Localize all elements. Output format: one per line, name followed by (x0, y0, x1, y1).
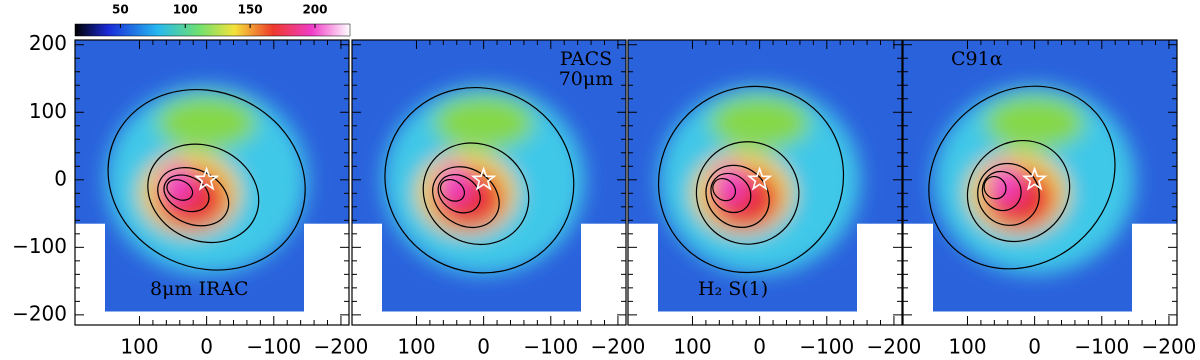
star-marker (746, 166, 773, 191)
blank-area (581, 223, 626, 325)
x-tick-label: 0 (200, 335, 213, 359)
colorbar-tick-label: 100 (173, 3, 198, 17)
map-emission (105, 85, 308, 275)
x-tick-label: −100 (1074, 335, 1129, 359)
contour (983, 175, 1007, 200)
contour (147, 143, 260, 244)
y-tick-label: 0 (54, 166, 67, 190)
emission-blob (160, 162, 193, 204)
emission-blob (713, 162, 746, 204)
contour (437, 174, 481, 214)
x-tick-label: 100 (120, 335, 158, 359)
blank-area (304, 223, 349, 325)
contour (966, 139, 1071, 243)
blank-area (352, 311, 626, 325)
panel-label: 70μm (559, 68, 614, 90)
emission-blob (709, 95, 810, 150)
panel-label: H₂ S(1) (698, 278, 768, 300)
contour (107, 88, 306, 271)
x-tick-label: −100 (246, 335, 301, 359)
panel-frame (351, 39, 627, 326)
contour (928, 85, 1116, 270)
contour (166, 179, 194, 201)
map-emission (382, 85, 585, 275)
star-marker (1021, 166, 1048, 191)
x-tick-label: 100 (673, 335, 711, 359)
contour (712, 177, 737, 202)
blank-area (857, 223, 902, 325)
panel-label: PACS (560, 48, 612, 70)
x-tick-label: −200 (590, 335, 645, 359)
x-tick-label: 0 (477, 335, 490, 359)
contour (705, 164, 770, 228)
x-tick-label: 0 (1028, 335, 1041, 359)
map-image (903, 40, 1177, 325)
colorbar-tick-label: 50 (112, 3, 129, 17)
colorbar (74, 23, 351, 37)
contour (422, 142, 530, 246)
map-image (352, 40, 626, 325)
emission-blob (156, 95, 257, 150)
contour (439, 178, 466, 202)
blank-area (1132, 223, 1177, 325)
emission-blob (433, 95, 534, 150)
y-tick-label: 200 (29, 31, 67, 55)
contour (695, 141, 800, 245)
contour (163, 174, 210, 213)
x-tick-label: −100 (523, 335, 578, 359)
colorbar-tick-label: 200 (302, 3, 327, 17)
blank-area (628, 311, 902, 325)
panel: 100 0 −100 −200 200 100 0 −100 −200 8μm IRAC (12, 31, 368, 358)
blank-area (75, 311, 349, 325)
contour (657, 85, 845, 274)
map-image (75, 40, 349, 325)
panel-frame (627, 39, 903, 326)
emission-blob (437, 162, 470, 204)
x-tick-label: −200 (313, 335, 368, 359)
panel: 100 0 −100 −200 C91α (902, 39, 1196, 359)
contour (977, 162, 1040, 226)
x-tick-label: −200 (866, 335, 921, 359)
emission-blob (984, 95, 1085, 150)
panel-frame (74, 39, 350, 326)
x-tick-label: 0 (753, 335, 766, 359)
x-tick-label: 100 (397, 335, 435, 359)
contour (710, 172, 752, 214)
x-tick-label: −100 (799, 335, 854, 359)
panel-label: C91α (951, 48, 1003, 70)
y-tick-label: 100 (29, 99, 67, 123)
panel-label: 8μm IRAC (150, 278, 249, 300)
panel: 100 0 −100 −200 H₂ S(1) (627, 39, 921, 359)
x-tick-label: 100 (948, 335, 986, 359)
star-marker (470, 166, 497, 191)
panel-frame (902, 39, 1178, 326)
x-tick-label: −200 (1141, 335, 1196, 359)
y-tick-label: −200 (12, 301, 67, 325)
blank-area (903, 311, 1177, 325)
contour (384, 87, 575, 274)
colorbar-tick-label: 150 (238, 3, 263, 17)
contour (981, 170, 1022, 212)
y-tick-label: −100 (12, 234, 67, 258)
map-image (628, 40, 902, 325)
star-marker (193, 166, 220, 191)
